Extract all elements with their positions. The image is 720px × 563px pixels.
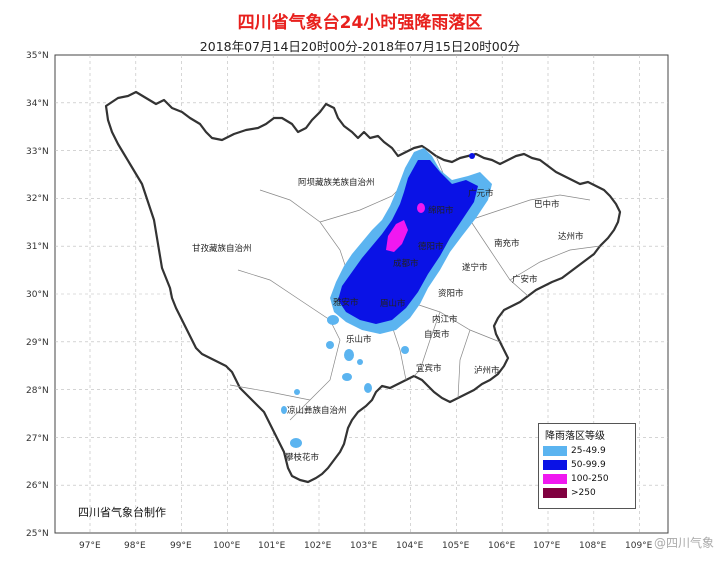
legend-label: 25-49.9 <box>571 446 606 456</box>
region-labels: 阿坝藏族羌族自治州 甘孜藏族自治州 凉山彝族自治州 广元市 巴中市 达州市 绵阳… <box>192 177 584 463</box>
lat-label: 28°N <box>26 386 49 396</box>
lon-label: 102°E <box>304 541 332 551</box>
region-label-liangshan: 凉山彝族自治州 <box>287 405 347 416</box>
legend-swatch <box>543 474 567 484</box>
region-label-guangan: 广安市 <box>512 274 538 285</box>
lon-label: 98°E <box>124 541 146 551</box>
region-label-guangyuan: 广元市 <box>468 188 494 199</box>
region-label-bazhong: 巴中市 <box>534 199 560 210</box>
region-label-chengdu: 成都市 <box>393 258 419 269</box>
legend-item: 50-99.9 <box>539 458 635 472</box>
region-label-yaan: 雅安市 <box>333 297 359 308</box>
map-subtitle: 2018年07月14日20时00分-2018年07月15日20时00分 <box>199 39 521 54</box>
region-label-dazhou: 达州市 <box>558 231 584 242</box>
lon-label: 104°E <box>396 541 424 551</box>
region-label-yibin: 宜宾市 <box>416 363 442 374</box>
lon-label: 99°E <box>170 541 192 551</box>
region-label-neijiang: 内江市 <box>432 314 458 325</box>
lat-label: 31°N <box>26 242 49 252</box>
lat-label: 26°N <box>26 481 49 491</box>
lon-label: 103°E <box>350 541 378 551</box>
region-label-zigong: 自贡市 <box>424 329 450 340</box>
lat-label: 34°N <box>26 99 49 109</box>
lon-label: 97°E <box>79 541 101 551</box>
legend-label: >250 <box>571 488 596 498</box>
lat-labels: 35°N 34°N 33°N 32°N 31°N 30°N 29°N 28°N … <box>26 51 49 539</box>
producer-credit: 四川省气象台制作 <box>78 506 166 519</box>
region-label-mianyang: 绵阳市 <box>428 205 454 216</box>
lat-label: 35°N <box>26 51 49 61</box>
weibo-watermark: @四川气象 <box>653 536 714 550</box>
lon-label: 105°E <box>442 541 470 551</box>
region-label-luzhou: 泸州市 <box>474 365 500 376</box>
region-label-ziyang: 资阳市 <box>438 288 464 299</box>
legend-item: 25-49.9 <box>539 444 635 458</box>
lon-label: 106°E <box>488 541 516 551</box>
lon-labels: 97°E 98°E 99°E 100°E 101°E 102°E 103°E 1… <box>79 541 653 551</box>
lat-label: 32°N <box>26 194 49 204</box>
region-label-suining: 遂宁市 <box>462 262 488 273</box>
region-label-meishan: 眉山市 <box>380 298 406 309</box>
legend-item: 100-250 <box>539 472 635 486</box>
legend: 降雨落区等级 25-49.9 50-99.9 100-250 >250 <box>538 423 636 509</box>
lat-label: 27°N <box>26 434 49 444</box>
region-label-aba: 阿坝藏族羌族自治州 <box>298 177 375 188</box>
legend-title: 降雨落区等级 <box>545 431 605 442</box>
lon-label: 100°E <box>213 541 241 551</box>
lon-label: 109°E <box>625 541 653 551</box>
rain-area-50-99.9 <box>338 153 478 324</box>
lon-label: 108°E <box>579 541 607 551</box>
region-label-ganzi: 甘孜藏族自治州 <box>192 243 252 254</box>
legend-swatch <box>543 446 567 456</box>
legend-label: 50-99.9 <box>571 460 606 470</box>
lat-label: 29°N <box>26 338 49 348</box>
map-title: 四川省气象台24小时强降雨落区 <box>237 13 483 33</box>
legend-label: 100-250 <box>571 474 609 484</box>
rain-area-100-250 <box>386 203 425 252</box>
lon-label: 101°E <box>258 541 286 551</box>
region-label-deyang: 德阳市 <box>418 241 444 252</box>
legend-swatch <box>543 488 567 498</box>
lat-label: 33°N <box>26 147 49 157</box>
lat-label: 25°N <box>26 529 49 539</box>
region-label-leshan: 乐山市 <box>346 334 372 345</box>
lat-label: 30°N <box>26 290 49 300</box>
region-label-panzhihua: 攀枝花市 <box>285 452 320 463</box>
legend-item: >250 <box>539 486 635 500</box>
lon-label: 107°E <box>533 541 561 551</box>
region-label-nanchong: 南充市 <box>494 238 520 249</box>
legend-swatch <box>543 460 567 470</box>
